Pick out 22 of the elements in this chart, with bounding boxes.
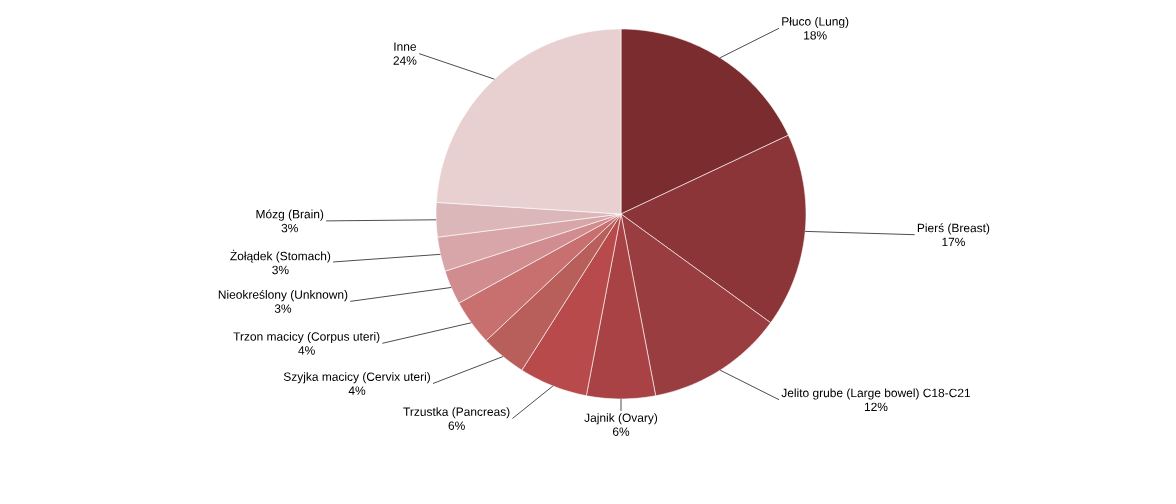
slice-label: Trzon macicy (Corpus uteri) bbox=[233, 331, 380, 344]
data-label: 6% bbox=[612, 427, 630, 436]
slice-label: Żołądek (Stomach) bbox=[230, 249, 331, 263]
data-label: 4% bbox=[298, 346, 315, 355]
data-label: 12% bbox=[864, 402, 888, 412]
data-label: 18% bbox=[804, 31, 827, 40]
slice-label: Trzustka (Pancreas) bbox=[403, 407, 510, 419]
slice-label: Płuco (Lung) bbox=[782, 16, 849, 29]
data-label: 17% bbox=[942, 237, 965, 247]
data-label: 3% bbox=[274, 304, 292, 313]
data-label: 3% bbox=[281, 223, 298, 233]
slice-label: Jajnik (Ovary) bbox=[584, 413, 658, 425]
data-label: 6% bbox=[448, 421, 465, 430]
slice-label: Nieokreślony (Unknown) bbox=[218, 289, 348, 302]
slice-label: Mózg (Brain) bbox=[256, 209, 324, 221]
data-label: 3% bbox=[272, 265, 289, 275]
data-label: 24% bbox=[393, 56, 417, 65]
slice-label: Pierś (Breast) bbox=[917, 223, 990, 235]
data-label: 4% bbox=[348, 386, 366, 395]
slice-label: Szyjka macicy (Cervix uteri) bbox=[283, 372, 430, 384]
slice-label: Inne bbox=[394, 42, 416, 51]
slice-label: Jelito grube (Large bowel) C18-C21 bbox=[781, 388, 971, 400]
